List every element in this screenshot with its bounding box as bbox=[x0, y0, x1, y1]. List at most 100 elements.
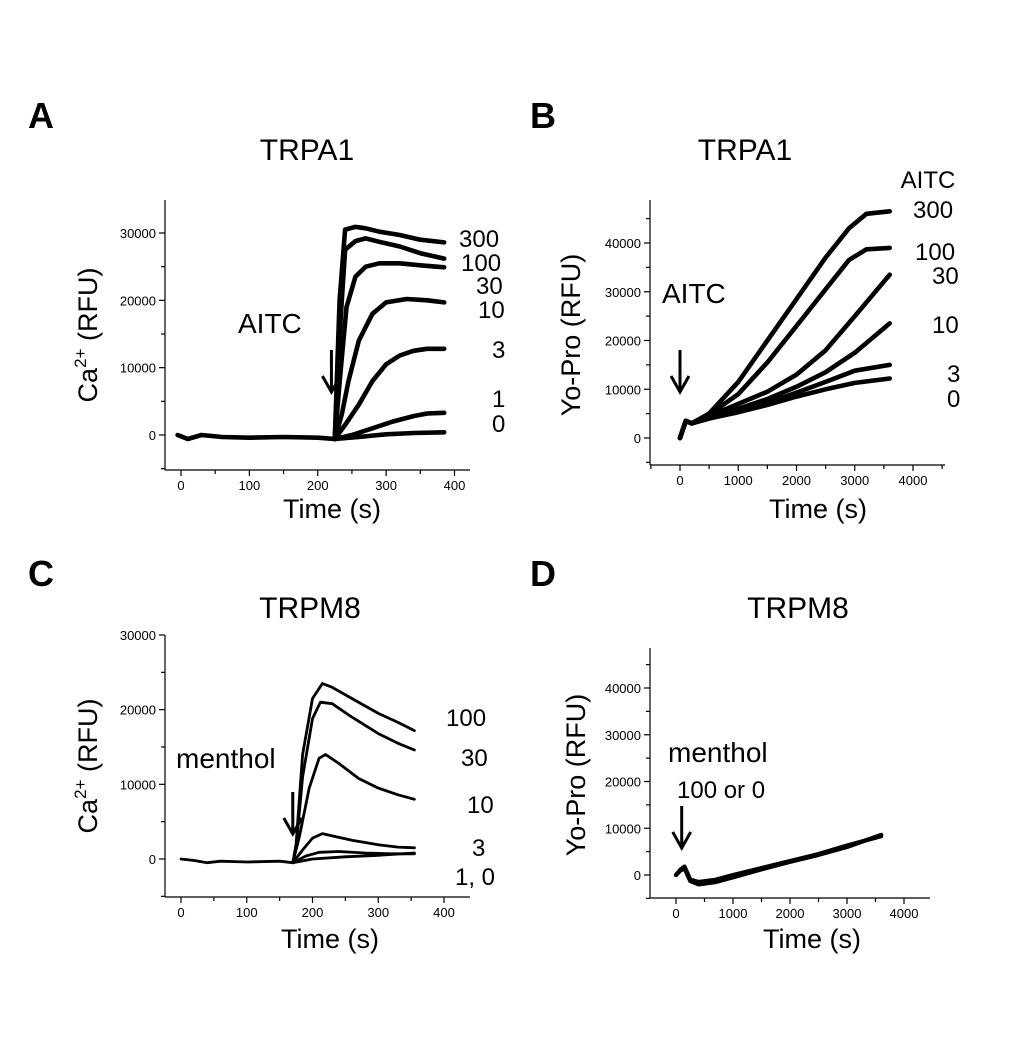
series-label: 10 bbox=[932, 312, 959, 339]
x-tick-label: 200 bbox=[302, 905, 324, 920]
series-line-0 bbox=[673, 832, 884, 887]
series-line-3 bbox=[332, 346, 447, 442]
series-label: 100 bbox=[446, 705, 486, 732]
x-tick-label: 4000 bbox=[899, 473, 928, 488]
y-tick-label: 30000 bbox=[120, 628, 156, 643]
x-axis-label: Time (s) bbox=[281, 924, 379, 954]
series-line-100 bbox=[332, 236, 447, 442]
series-line-10 bbox=[332, 296, 447, 442]
annotation-label: AITC bbox=[662, 278, 726, 309]
annotation-sublabel: 100 or 0 bbox=[677, 777, 765, 804]
series-line-0 bbox=[677, 376, 892, 441]
series-label: 100 bbox=[915, 239, 955, 266]
series-line-0 bbox=[332, 430, 447, 442]
series-label: 300 bbox=[459, 226, 499, 253]
x-tick-label: 400 bbox=[444, 478, 466, 493]
y-tick-label: 20000 bbox=[120, 293, 156, 308]
series-line-30 bbox=[291, 700, 416, 865]
series-label: 10 bbox=[478, 297, 505, 324]
series-label: 30 bbox=[932, 263, 959, 290]
x-tick-label: 100 bbox=[236, 905, 258, 920]
series-label: 3 bbox=[492, 337, 505, 364]
x-axis-label: Time (s) bbox=[769, 494, 867, 524]
x-tick-label: 3000 bbox=[833, 906, 862, 921]
series-line-100 bbox=[673, 834, 884, 885]
panel-letter: B bbox=[530, 95, 556, 136]
x-tick-label: 300 bbox=[375, 478, 397, 493]
chart-title: TRPA1 bbox=[260, 134, 354, 167]
y-tick-label: 20000 bbox=[605, 334, 641, 349]
series-label: 30 bbox=[461, 745, 488, 772]
x-tick-label: 2000 bbox=[782, 473, 811, 488]
arrow-down-icon bbox=[669, 350, 691, 396]
y-axis-label: Yo-Pro (RFU) bbox=[561, 694, 591, 857]
series-label: 10 bbox=[467, 792, 494, 819]
y-axis-label: Ca2+ (RFU) bbox=[71, 268, 103, 403]
x-tick-label: 3000 bbox=[840, 473, 869, 488]
series-label: 100 bbox=[461, 250, 501, 277]
y-tick-label: 40000 bbox=[605, 681, 641, 696]
legend-heading: AITC bbox=[901, 167, 956, 194]
x-axis-label: Time (s) bbox=[283, 494, 381, 524]
x-tick-label: 100 bbox=[239, 478, 261, 493]
x-tick-label: 4000 bbox=[890, 906, 919, 921]
y-tick-label: 0 bbox=[634, 431, 641, 446]
annotation-label: menthol bbox=[668, 737, 768, 768]
series-line-300 bbox=[677, 209, 892, 441]
chart-title: TRPM8 bbox=[259, 592, 361, 625]
series-label: 0 bbox=[947, 386, 960, 413]
series-label: 3 bbox=[472, 835, 485, 862]
series-line-unlabeled bbox=[291, 851, 416, 865]
y-axis-label: Ca2+ (RFU) bbox=[71, 699, 103, 834]
x-tick-label: 0 bbox=[672, 906, 679, 921]
y-tick-label: 10000 bbox=[605, 821, 641, 836]
annotation-label: menthol bbox=[176, 743, 276, 774]
series-label: 300 bbox=[913, 197, 953, 224]
chart-title: TRPA1 bbox=[698, 134, 792, 167]
y-tick-label: 10000 bbox=[605, 382, 641, 397]
series-line-3 bbox=[291, 832, 416, 865]
x-tick-label: 400 bbox=[433, 905, 455, 920]
y-tick-label: 0 bbox=[634, 868, 641, 883]
x-tick-label: 1000 bbox=[724, 473, 753, 488]
y-axis-label: Yo-Pro (RFU) bbox=[556, 254, 586, 417]
y-tick-label: 10000 bbox=[120, 361, 156, 376]
series-label: 0 bbox=[492, 411, 505, 438]
panel-letter: C bbox=[28, 553, 54, 594]
series-label: 3 bbox=[947, 361, 960, 388]
panel-letter: D bbox=[530, 553, 556, 594]
series-line-10 bbox=[291, 753, 416, 865]
x-axis-label: Time (s) bbox=[763, 924, 861, 954]
series-label: 1, 0 bbox=[455, 864, 495, 891]
x-tick-label: 1000 bbox=[719, 906, 748, 921]
arrow-down-icon bbox=[671, 806, 693, 852]
x-tick-label: 200 bbox=[307, 478, 329, 493]
x-tick-label: 0 bbox=[177, 478, 184, 493]
x-tick-label: 0 bbox=[177, 905, 184, 920]
y-tick-label: 0 bbox=[149, 428, 156, 443]
series-line-30 bbox=[332, 261, 447, 442]
y-tick-label: 30000 bbox=[605, 285, 641, 300]
y-tick-label: 30000 bbox=[120, 226, 156, 241]
arrow-down-icon bbox=[321, 350, 342, 396]
series-label: 1 bbox=[492, 386, 505, 413]
series-line-300 bbox=[175, 224, 447, 442]
panel-letter: A bbox=[28, 95, 54, 136]
y-tick-label: 10000 bbox=[120, 777, 156, 792]
x-tick-label: 0 bbox=[676, 473, 683, 488]
series-line-1 bbox=[332, 410, 447, 442]
y-tick-label: 0 bbox=[149, 852, 156, 867]
y-tick-label: 40000 bbox=[605, 236, 641, 251]
x-tick-label: 2000 bbox=[776, 906, 805, 921]
panel-C: C TRPM8 0 100 200 300 400 0 10000 20000 30000 Time … bbox=[28, 553, 495, 954]
y-tick-label: 20000 bbox=[120, 703, 156, 718]
x-tick-label: 300 bbox=[367, 905, 389, 920]
y-tick-label: 30000 bbox=[605, 728, 641, 743]
annotation-label: AITC bbox=[238, 308, 302, 339]
y-tick-label: 20000 bbox=[605, 775, 641, 790]
chart-title: TRPM8 bbox=[747, 592, 849, 625]
